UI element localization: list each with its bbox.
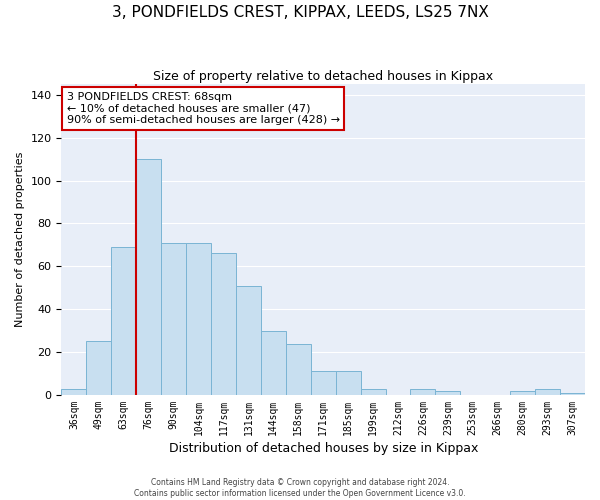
Bar: [510, 390, 535, 395]
Bar: [436, 390, 460, 395]
Bar: [136, 159, 161, 395]
Bar: [236, 286, 261, 395]
X-axis label: Distribution of detached houses by size in Kippax: Distribution of detached houses by size …: [169, 442, 478, 455]
Bar: [161, 243, 186, 395]
Bar: [186, 243, 211, 395]
Bar: [560, 393, 585, 395]
Title: Size of property relative to detached houses in Kippax: Size of property relative to detached ho…: [153, 70, 493, 83]
Bar: [61, 388, 86, 395]
Bar: [361, 388, 386, 395]
Bar: [535, 388, 560, 395]
Bar: [261, 330, 286, 395]
Text: 3 PONDFIELDS CREST: 68sqm
← 10% of detached houses are smaller (47)
90% of semi-: 3 PONDFIELDS CREST: 68sqm ← 10% of detac…: [67, 92, 340, 125]
Y-axis label: Number of detached properties: Number of detached properties: [15, 152, 25, 327]
Bar: [86, 342, 111, 395]
Text: 3, PONDFIELDS CREST, KIPPAX, LEEDS, LS25 7NX: 3, PONDFIELDS CREST, KIPPAX, LEEDS, LS25…: [112, 5, 488, 20]
Bar: [410, 388, 436, 395]
Bar: [111, 247, 136, 395]
Text: Contains HM Land Registry data © Crown copyright and database right 2024.
Contai: Contains HM Land Registry data © Crown c…: [134, 478, 466, 498]
Bar: [211, 254, 236, 395]
Bar: [286, 344, 311, 395]
Bar: [311, 372, 335, 395]
Bar: [335, 372, 361, 395]
